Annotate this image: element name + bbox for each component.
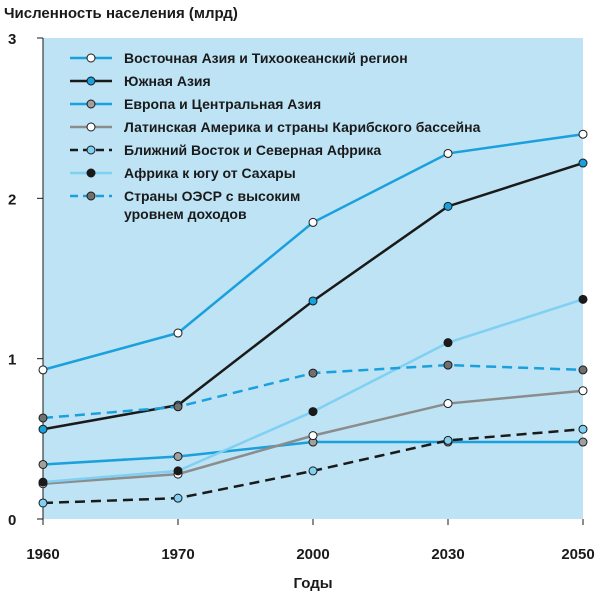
x-tick-label: 2000: [296, 546, 329, 563]
data-point: [308, 466, 318, 476]
data-point: [443, 201, 453, 211]
legend-label: Восточная Азия и Тихоокеанский регион: [124, 50, 408, 66]
data-point: [308, 217, 318, 227]
legend: Восточная Азия и Тихоокеанский регион Южн…: [68, 49, 480, 228]
legend-swatch: [70, 145, 112, 155]
legend-marker: [86, 76, 96, 86]
x-tick-label: 2050: [561, 546, 594, 563]
data-point: [173, 402, 183, 412]
data-point: [173, 493, 183, 503]
legend-swatch: [70, 122, 112, 132]
data-point: [578, 158, 588, 168]
legend-marker: [86, 145, 96, 155]
data-point: [38, 477, 48, 487]
data-point: [308, 407, 318, 417]
legend-item: Страны ОЭСР с высоким уровнем доходов: [68, 187, 480, 223]
x-tick-label: 1960: [26, 546, 59, 563]
data-point: [443, 360, 453, 370]
legend-marker: [86, 168, 96, 178]
legend-marker: [86, 191, 96, 201]
x-tick-label: 1970: [161, 546, 194, 563]
x-tick-label: 2030: [431, 546, 464, 563]
data-point: [38, 424, 48, 434]
legend-item: Африка к югу от Сахары: [68, 164, 480, 182]
data-point: [38, 365, 48, 375]
legend-swatch: [70, 99, 112, 109]
data-point: [578, 294, 588, 304]
data-point: [443, 338, 453, 348]
data-point: [173, 328, 183, 338]
legend-marker: [86, 53, 96, 63]
legend-marker: [86, 99, 96, 109]
legend-marker: [86, 122, 96, 132]
chart-title: Численность населения (млрд): [4, 5, 238, 22]
legend-item: Восточная Азия и Тихоокеанский регион: [68, 49, 480, 67]
legend-swatch: [70, 53, 112, 63]
data-point: [443, 435, 453, 445]
data-point: [173, 466, 183, 476]
y-tick-label: 2: [8, 191, 16, 208]
data-point: [578, 386, 588, 396]
data-point: [578, 437, 588, 447]
data-point: [38, 459, 48, 469]
legend-swatch: [70, 76, 112, 86]
legend-label: Южная Азия: [124, 73, 211, 89]
legend-swatch: [70, 168, 112, 178]
legend-label: Европа и Центральная Азия: [124, 96, 322, 112]
legend-label: Латинская Америка и страны Карибского ба…: [124, 119, 481, 135]
legend-item: Латинская Америка и страны Карибского ба…: [68, 118, 480, 136]
legend-item: Южная Азия: [68, 72, 480, 90]
data-point: [173, 451, 183, 461]
data-point: [578, 365, 588, 375]
legend-item: Европа и Центральная Азия: [68, 95, 480, 113]
data-point: [578, 424, 588, 434]
y-tick-label: 1: [8, 352, 16, 369]
legend-swatch: [70, 191, 112, 201]
data-point: [308, 296, 318, 306]
data-point: [578, 129, 588, 139]
y-tick-label: 3: [8, 31, 16, 48]
data-point: [443, 399, 453, 409]
data-point: [443, 148, 453, 158]
y-tick-label: 0: [8, 512, 16, 529]
data-point: [308, 431, 318, 441]
legend-label: Ближний Восток и Северная Африка: [124, 142, 382, 158]
data-point: [38, 413, 48, 423]
x-axis-label: Годы: [293, 575, 332, 592]
legend-item: Ближний Восток и Северная Африка: [68, 141, 480, 159]
data-point: [308, 368, 318, 378]
legend-label: Страны ОЭСР с высоким уровнем доходов: [124, 188, 301, 222]
legend-label: Африка к югу от Сахары: [124, 165, 296, 181]
data-point: [38, 498, 48, 508]
